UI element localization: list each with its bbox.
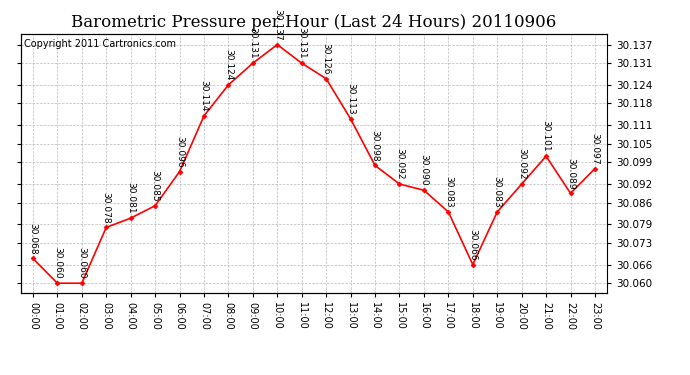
Text: 30.092: 30.092 (395, 148, 404, 180)
Text: 30.081: 30.081 (126, 182, 135, 214)
Text: 30.126: 30.126 (322, 43, 331, 75)
Text: 30.083: 30.083 (444, 176, 453, 208)
Text: 30.101: 30.101 (542, 120, 551, 152)
Text: 30.097: 30.097 (591, 133, 600, 164)
Text: Copyright 2011 Cartronics.com: Copyright 2011 Cartronics.com (23, 39, 176, 49)
Text: 30.096: 30.096 (175, 136, 184, 168)
Text: 30.124: 30.124 (224, 50, 233, 81)
Text: 30.068: 30.068 (28, 223, 37, 254)
Text: 30.092: 30.092 (518, 148, 526, 180)
Text: 30.078: 30.078 (101, 192, 110, 223)
Text: 30.090: 30.090 (420, 154, 428, 186)
Text: 30.066: 30.066 (469, 229, 477, 261)
Text: 30.131: 30.131 (297, 27, 306, 59)
Text: 30.085: 30.085 (150, 170, 159, 202)
Text: 30.137: 30.137 (273, 9, 282, 40)
Text: 30.114: 30.114 (199, 80, 208, 112)
Text: 30.083: 30.083 (493, 176, 502, 208)
Text: 30.098: 30.098 (371, 130, 380, 161)
Text: 30.060: 30.060 (77, 248, 86, 279)
Text: 30.089: 30.089 (566, 158, 575, 189)
Title: Barometric Pressure per Hour (Last 24 Hours) 20110906: Barometric Pressure per Hour (Last 24 Ho… (71, 14, 557, 31)
Text: 30.060: 30.060 (53, 248, 62, 279)
Text: 30.131: 30.131 (248, 27, 257, 59)
Text: 30.113: 30.113 (346, 83, 355, 115)
